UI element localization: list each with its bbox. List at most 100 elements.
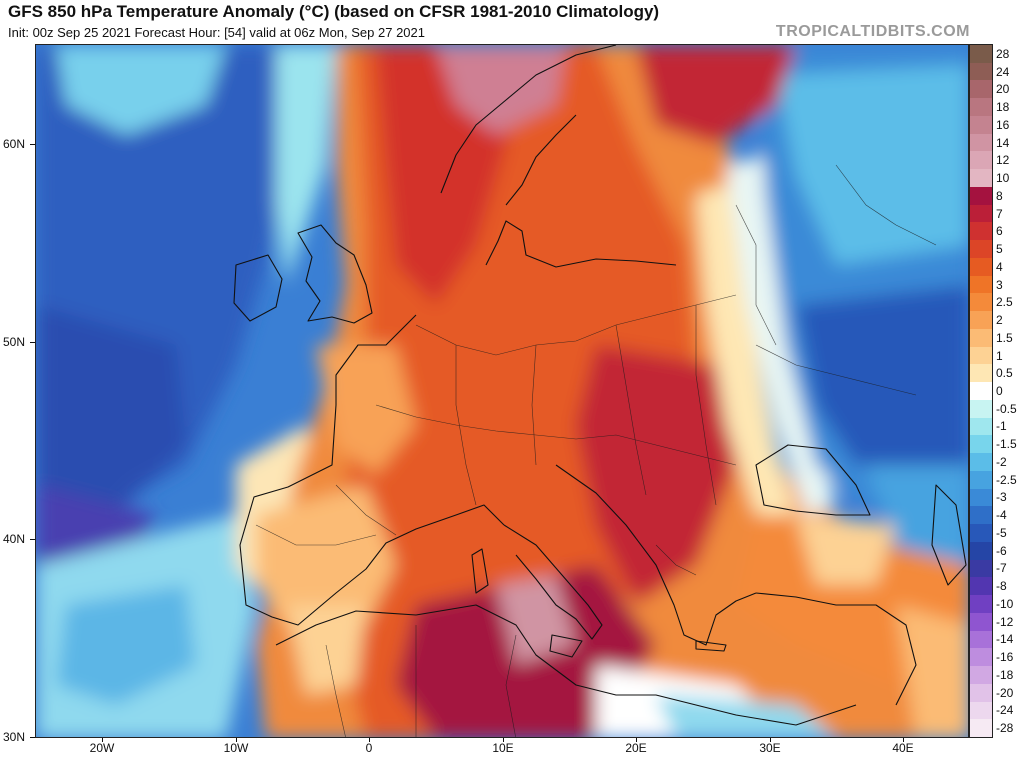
- colorbar-label: 10: [996, 171, 1010, 186]
- lat-tick: [30, 737, 35, 738]
- colorbar-label: -0.5: [996, 401, 1017, 416]
- lon-label-10e: 10E: [492, 741, 514, 755]
- colorbar-segment: [970, 488, 992, 507]
- colorbar-segment: [970, 133, 992, 152]
- colorbar-label: -2.5: [996, 472, 1017, 487]
- colorbar-label: -1: [996, 419, 1007, 434]
- colorbar-segment: [970, 45, 992, 63]
- colorbar-segment: [970, 524, 992, 543]
- anomaly-map: [35, 44, 969, 738]
- colorbar-label: -1.5: [996, 437, 1017, 452]
- colorbar-label: 18: [996, 100, 1010, 115]
- colorbar-label: 7: [996, 206, 1003, 221]
- colorbar-segment: [970, 204, 992, 223]
- colorbar-segment: [970, 470, 992, 489]
- colorbar-label: -8: [996, 579, 1007, 594]
- colorbar-segment: [970, 275, 992, 294]
- colorbar-label: -3: [996, 490, 1007, 505]
- lon-label-10w: 10W: [223, 741, 249, 755]
- lat-label-30n: 30N: [3, 730, 26, 744]
- colorbar-segment: [970, 80, 992, 99]
- colorbar-segment: [970, 595, 992, 614]
- colorbar-segment: [970, 382, 992, 401]
- colorbar-segment: [970, 311, 992, 330]
- colorbar-label: -6: [996, 543, 1007, 558]
- lat-label-50n: 50N: [3, 335, 26, 349]
- colorbar-segment: [970, 683, 992, 702]
- anomaly-field: [36, 45, 968, 737]
- colorbar-label: -28: [996, 721, 1014, 736]
- colorbar-label: -4: [996, 508, 1007, 523]
- colorbar-label: 3: [996, 277, 1003, 292]
- lon-tick: [236, 738, 237, 742]
- colorbar-segment: [970, 666, 992, 685]
- colorbar-segment: [970, 648, 992, 667]
- colorbar-segment: [970, 62, 992, 81]
- colorbar-label: 4: [996, 259, 1003, 274]
- colorbar-label: 24: [996, 64, 1010, 79]
- colorbar-label: -10: [996, 596, 1014, 611]
- colorbar-segment: [970, 435, 992, 454]
- colorbar-segment: [970, 364, 992, 383]
- map-subtitle: Init: 00z Sep 25 2021 Forecast Hour: [54…: [8, 25, 425, 40]
- colorbar-label: -7: [996, 561, 1007, 576]
- colorbar-segment: [970, 630, 992, 649]
- colorbar-label: -2: [996, 454, 1007, 469]
- colorbar-label: 2.5: [996, 295, 1013, 310]
- colorbar-label: 14: [996, 135, 1010, 150]
- colorbar-label: -24: [996, 703, 1014, 718]
- colorbar-label: 28: [996, 46, 1010, 61]
- colorbar-segment: [970, 240, 992, 259]
- colorbar-segment: [970, 186, 992, 205]
- lon-label-40e: 40E: [892, 741, 914, 755]
- colorbar-segment: [970, 98, 992, 117]
- colorbar-segment: [970, 541, 992, 560]
- colorbar-label: 8: [996, 188, 1003, 203]
- colorbar-label: 16: [996, 117, 1010, 132]
- colorbar-segment: [970, 293, 992, 312]
- colorbar-segment: [970, 257, 992, 276]
- colorbar-segment: [970, 328, 992, 347]
- colorbar-label: 20: [996, 82, 1010, 97]
- lat-tick: [30, 539, 35, 540]
- colorbar-label: 2: [996, 313, 1003, 328]
- colorbar: [969, 44, 993, 738]
- colorbar-label: -20: [996, 685, 1014, 700]
- colorbar-label: -16: [996, 650, 1014, 665]
- lon-tick: [503, 738, 504, 742]
- colorbar-segment: [970, 222, 992, 241]
- colorbar-segment: [970, 612, 992, 631]
- colorbar-label: 0.5: [996, 366, 1013, 381]
- lat-label-60n: 60N: [3, 137, 26, 151]
- colorbar-label: 5: [996, 242, 1003, 257]
- lon-tick: [369, 738, 370, 742]
- lon-tick: [903, 738, 904, 742]
- lon-label-30e: 30E: [759, 741, 781, 755]
- colorbar-label: -18: [996, 667, 1014, 682]
- colorbar-label: 12: [996, 153, 1010, 168]
- map-title: GFS 850 hPa Temperature Anomaly (°C) (ba…: [8, 2, 660, 21]
- colorbar-segment: [970, 399, 992, 418]
- lon-label-20e: 20E: [625, 741, 647, 755]
- lat-label-40n: 40N: [3, 532, 26, 546]
- colorbar-segment: [970, 719, 992, 738]
- colorbar-label: -12: [996, 614, 1014, 629]
- colorbar-label: -5: [996, 525, 1007, 540]
- coastlines: [233, 45, 967, 726]
- lon-tick: [636, 738, 637, 742]
- colorbar-label: -14: [996, 632, 1014, 647]
- lat-tick: [30, 342, 35, 343]
- colorbar-segment: [970, 151, 992, 170]
- colorbar-segment: [970, 453, 992, 472]
- lon-label-0: 0: [365, 741, 373, 755]
- country-borders: [255, 164, 937, 737]
- lon-label-20w: 20W: [89, 741, 115, 755]
- lon-tick: [770, 738, 771, 742]
- lat-tick: [30, 144, 35, 145]
- colorbar-label: 1.5: [996, 330, 1013, 345]
- colorbar-segment: [970, 577, 992, 596]
- site-watermark[interactable]: TROPICALTIDBITS.COM: [775, 23, 970, 40]
- colorbar-label: 6: [996, 224, 1003, 239]
- lon-tick: [102, 738, 103, 742]
- colorbar-segment: [970, 506, 992, 525]
